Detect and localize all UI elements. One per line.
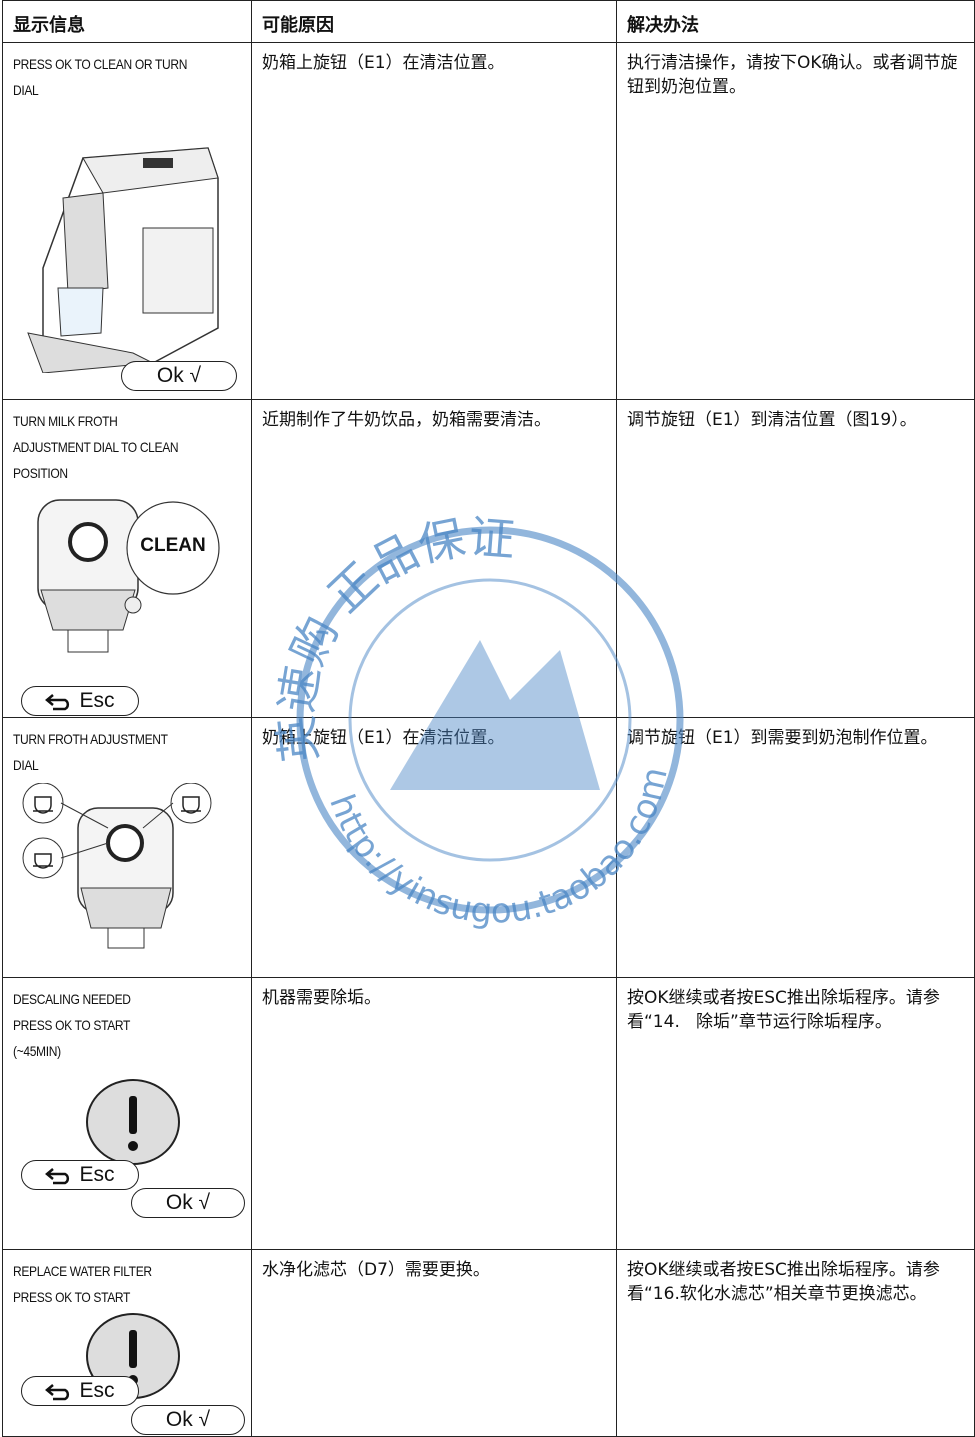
clean-circle [126,501,220,595]
esc-button: Esc [21,1160,139,1190]
solution-cell: 执行清洁操作，请按下OK确认。或者调节旋钮到奶泡位置。 [617,43,975,400]
cause-cell: 奶箱上旋钮（E1）在清洁位置。 [252,43,617,400]
message-cell: DESCALING NEEDED PRESS OK TO START (~45M… [2,978,252,1250]
message-cell: TURN FROTH ADJUSTMENT DIAL [2,718,252,978]
dial-illustration [37,499,142,653]
solution-cell: 调节旋钮（E1）到需要到奶泡制作位置。 [617,718,975,978]
message-cell: REPLACE WATER FILTER PRESS OK TO START E… [2,1250,252,1437]
header-cell: 解决办法 [617,0,975,43]
froth-illustration [22,783,212,949]
cause-cell: 近期制作了牛奶饮品，奶箱需要清洁。 [252,400,617,718]
solution-cell: 按OK继续或者按ESC推出除垢程序。请参看“14. 除垢”章节运行除垢程序。 [617,978,975,1250]
cause-cell: 机器需要除垢。 [252,978,617,1250]
ok-button: Ok √ [131,1405,245,1435]
ok-button: Ok √ [121,361,237,391]
solution-cell: 按OK继续或者按ESC推出除垢程序。请参看“16.软化水滤芯”相关章节更换滤芯。 [617,1250,975,1437]
esc-label: Esc [79,689,115,712]
esc-button: Esc [21,686,139,716]
message-line: ADJUSTMENT DIAL TO CLEAN [13,439,179,455]
solution-cell: 调节旋钮（E1）到清洁位置（图19）。 [617,400,975,718]
back-icon [45,1384,70,1401]
header-cell: 显示信息 [2,0,252,43]
machine-illustration [27,147,219,373]
message-cell: PRESS OK TO CLEAN OR TURN DIAL Ok √ [2,43,252,400]
message-line: REPLACE WATER FILTER [13,1263,152,1279]
back-icon [45,694,70,711]
back-icon [45,1168,70,1185]
header-cell: 可能原因 [252,0,617,43]
message-line: POSITION [13,465,68,481]
message-line: PRESS OK TO START [13,1289,131,1305]
cause-cell: 奶箱上旋钮（E1）在清洁位置。 [252,718,617,978]
esc-label: Esc [79,1163,115,1186]
ok-button: Ok √ [131,1188,245,1218]
message-line: (~45MIN) [13,1043,61,1059]
message-cell: TURN MILK FROTH ADJUSTMENT DIAL TO CLEAN… [2,400,252,718]
alert-icon [86,1079,180,1165]
esc-button: Esc [21,1376,139,1406]
message-line: DIAL [13,757,39,773]
message-line: TURN FROTH ADJUSTMENT [13,731,168,747]
message-line: TURN MILK FROTH [13,413,118,429]
message-line: PRESS OK TO CLEAN OR TURN [13,56,188,72]
esc-label: Esc [79,1379,115,1402]
clean-label: CLEAN [140,535,206,556]
message-line: PRESS OK TO START [13,1017,131,1033]
message-line: DESCALING NEEDED [13,991,131,1007]
cause-cell: 水净化滤芯（D7）需要更换。 [252,1250,617,1437]
message-line: DIAL [13,82,39,98]
